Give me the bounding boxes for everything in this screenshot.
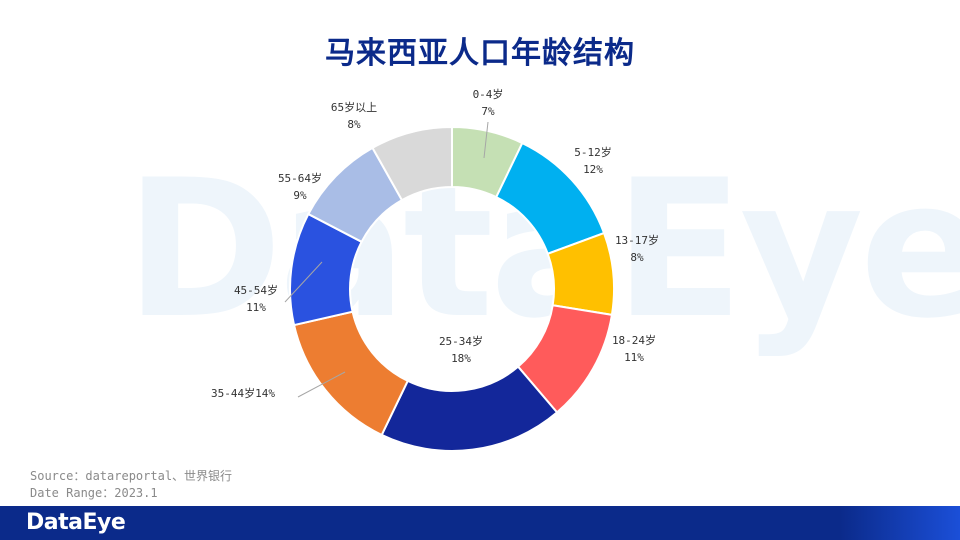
value-label-2: 8% [630, 251, 644, 264]
value-label-8: 8% [347, 118, 361, 131]
category-label-7: 55-64岁 [278, 171, 322, 185]
category-label-4: 25-34岁 [439, 334, 483, 348]
slice-5 [292, 310, 410, 437]
category-label-6: 45-54岁 [234, 283, 278, 297]
value-label-0: 7% [481, 105, 495, 118]
footer-bar: DataEye [0, 506, 960, 540]
leader-line-0 [483, 121, 489, 159]
data-label-5: 35-44岁14% [211, 386, 275, 400]
category-label-8: 65岁以上 [331, 100, 377, 114]
category-label-0: 0-4岁 [473, 87, 504, 101]
category-label-3: 18-24岁 [612, 333, 656, 347]
footer-accent [840, 506, 960, 540]
value-label-1: 12% [583, 163, 603, 176]
value-label-3: 11% [624, 351, 644, 364]
date-range-line: Date Range：2023.1 [30, 486, 158, 500]
category-label-2: 13-17岁 [615, 233, 659, 247]
slice-8 [371, 125, 453, 202]
value-label-4: 18% [451, 352, 471, 365]
category-label-1: 5-12岁 [574, 145, 612, 159]
source-note: Source：datareportal、世界银行 Date Range：2023… [30, 468, 232, 502]
footer-logo: DataEye [26, 510, 126, 535]
value-label-7: 9% [293, 189, 307, 202]
source-line: Source：datareportal、世界银行 [30, 469, 233, 483]
leader-line-5 [297, 371, 346, 398]
chart-title: 马来西亚人口年龄结构 [325, 36, 635, 71]
leader-line-6 [284, 261, 323, 303]
value-label-6: 11% [246, 301, 266, 314]
